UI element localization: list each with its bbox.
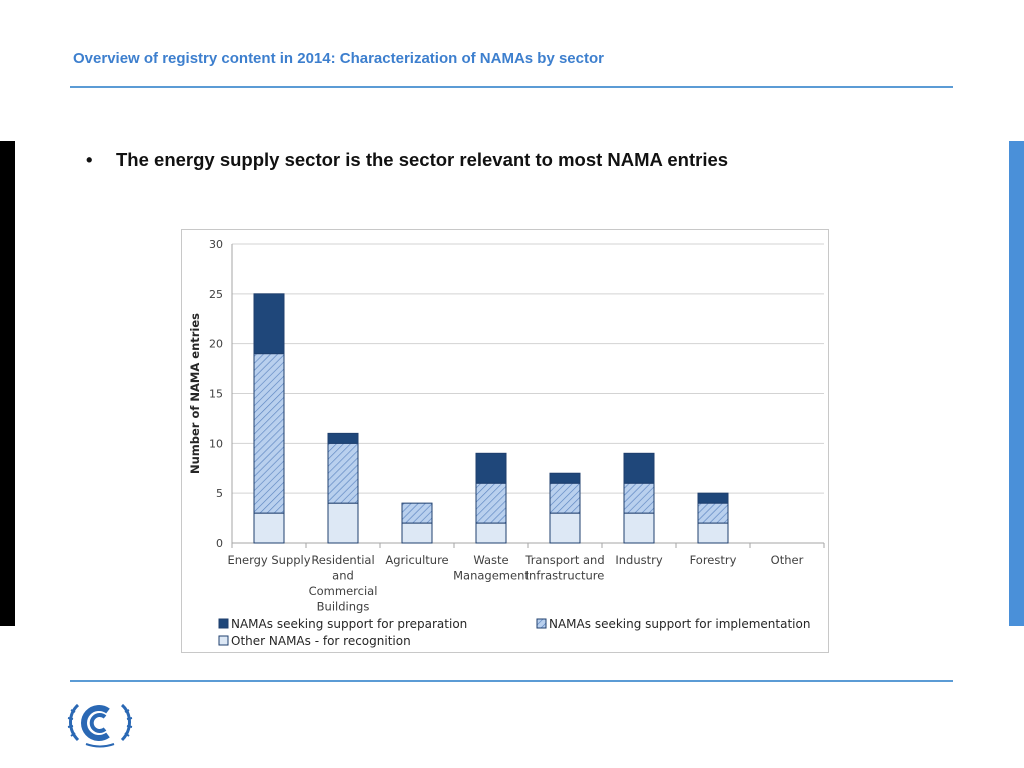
x-tick-label: Buildings [317,600,370,614]
bar-segment [327,432,359,444]
x-tick-label: Industry [615,553,662,567]
y-tick-label: 10 [209,437,223,450]
x-tick-label: Commercial [309,584,378,598]
footer-divider [70,680,953,682]
y-tick-label: 25 [209,288,223,301]
legend-swatch [218,635,229,646]
slide-title: Overview of registry content in 2014: Ch… [73,50,604,67]
legend-label: Other NAMAs - for recognition [231,634,411,648]
bar-segment [623,482,655,514]
left-accent-bar [0,141,15,626]
x-tick-label: Waste [473,553,508,567]
x-tick-label: Energy Supply [227,553,310,567]
bar-segment [327,442,359,504]
y-tick-label: 15 [209,388,223,401]
bar-segment [549,512,581,544]
x-tick-label: and [332,569,354,583]
x-tick-label: Transport and [524,553,604,567]
bar-segment [253,293,285,355]
bar-segment [475,522,507,544]
x-tick-label: Forestry [690,553,737,567]
bar-segment [401,502,433,524]
bar-segment [253,512,285,544]
bullet-marker: • [86,149,93,170]
y-axis-title: Number of NAMA entries [188,313,202,474]
chart-frame: 0 5 10 15 20 25 30 Number of NAMA entries Energy… [181,229,829,653]
header-divider [70,86,953,88]
bar-segment [549,482,581,514]
y-tick-label: 5 [216,487,223,500]
legend-label: NAMAs seeking support for implementation [549,617,810,631]
bar-segment [327,502,359,544]
legend-swatch [218,618,229,629]
bar-segment [401,522,433,544]
bar-segment [697,522,729,544]
bullet-point: • The energy supply sector is the sector … [86,149,728,171]
bar-segment [623,452,655,484]
y-tick-label: 20 [209,338,223,351]
bar-segment [475,452,507,484]
unfccc-emblem-icon [67,703,133,748]
legend-swatch [536,618,547,629]
legend-label: NAMAs seeking support for preparation [231,617,467,631]
bar-segment [549,472,581,484]
x-tick-label: Infrastructure [526,569,605,583]
bar-segment [697,492,729,504]
bar-segment [623,512,655,544]
bullet-text: The energy supply sector is the sector r… [116,149,729,170]
bar-segment [475,482,507,524]
stacked-bar-chart: 0 5 10 15 20 25 30 Number of NAMA entries Energy… [188,238,825,648]
bar-segment [253,353,285,514]
y-tick-label: 0 [216,537,223,550]
bar-segment [697,502,729,524]
x-tick-label: Agriculture [385,553,448,567]
x-tick-label: Residential [311,553,374,567]
y-tick-label: 30 [209,238,223,251]
right-accent-bar [1009,141,1024,626]
x-tick-label: Management [453,569,529,583]
x-tick-label: Other [771,553,804,567]
